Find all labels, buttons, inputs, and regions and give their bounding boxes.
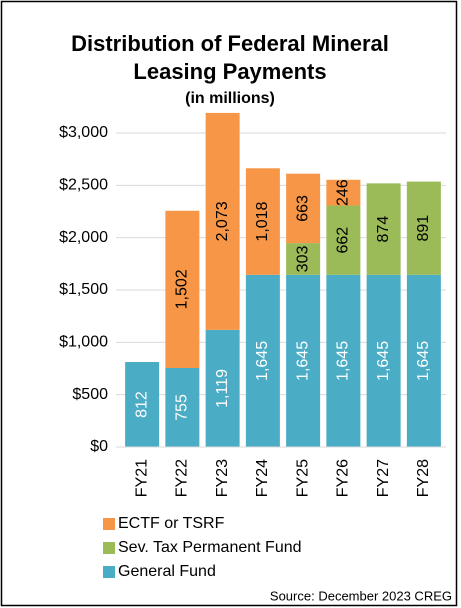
value-label: 246 bbox=[335, 179, 352, 206]
bar-segment bbox=[245, 168, 280, 275]
x-tick-label: FY22 bbox=[174, 459, 191, 497]
value-label: 1,018 bbox=[254, 201, 271, 241]
y-tick-label: $500 bbox=[72, 386, 108, 403]
y-tick-label: $0 bbox=[90, 438, 108, 455]
bar-segment bbox=[406, 274, 441, 447]
value-label: 891 bbox=[415, 215, 432, 242]
x-tick-label: FY28 bbox=[415, 459, 432, 497]
value-label: 874 bbox=[375, 216, 392, 243]
value-label: 1,645 bbox=[335, 341, 352, 381]
y-tick-label: $2,000 bbox=[59, 229, 108, 246]
bar-segment bbox=[366, 183, 401, 275]
value-label: 1,502 bbox=[174, 269, 191, 309]
value-label: 812 bbox=[133, 391, 150, 418]
legend-swatch bbox=[103, 542, 115, 554]
bar-segment bbox=[125, 362, 160, 447]
chart-title: Distribution of Federal Mineral Leasing … bbox=[71, 31, 389, 84]
value-label: 1,645 bbox=[294, 341, 311, 381]
value-label: 1,645 bbox=[254, 341, 271, 381]
value-label: 662 bbox=[335, 227, 352, 254]
y-tick-label: $1,000 bbox=[59, 334, 108, 351]
bar-segment bbox=[326, 274, 361, 447]
value-label: 2,073 bbox=[214, 201, 231, 241]
x-tick-label: FY24 bbox=[254, 459, 271, 497]
bar-segment bbox=[245, 274, 280, 447]
value-label: 663 bbox=[294, 195, 311, 222]
value-label: 1,645 bbox=[375, 341, 392, 381]
legend-swatch bbox=[103, 566, 115, 578]
bar-segment bbox=[286, 173, 321, 244]
bar-segment bbox=[205, 329, 240, 447]
y-tick-label: $2,500 bbox=[59, 177, 108, 194]
legend-label: Sev. Tax Permanent Fund bbox=[118, 539, 302, 556]
bar-segment bbox=[205, 112, 240, 330]
value-label: 1,645 bbox=[415, 341, 432, 381]
y-tick-label: $3,000 bbox=[59, 124, 108, 141]
chart-subtitle: (in millions) bbox=[185, 90, 275, 107]
bar-segment bbox=[366, 274, 401, 447]
x-tick-label: FY25 bbox=[294, 459, 311, 497]
y-tick-label: $1,500 bbox=[59, 281, 108, 298]
source-note: Source: December 2023 CREG bbox=[270, 588, 452, 603]
x-tick-label: FY26 bbox=[335, 459, 352, 497]
legend-label: ECTF or TSRF bbox=[118, 515, 225, 532]
value-label: 1,119 bbox=[214, 369, 231, 408]
bar-segment bbox=[286, 243, 321, 275]
bar-segment bbox=[165, 210, 200, 368]
x-tick-label: FY23 bbox=[214, 459, 231, 497]
bar-segment bbox=[326, 205, 361, 275]
bar-segment bbox=[286, 274, 321, 447]
bar-segment bbox=[326, 179, 361, 206]
x-tick-label: FY21 bbox=[133, 459, 150, 497]
legend-swatch bbox=[103, 518, 115, 530]
value-label: 303 bbox=[294, 246, 311, 273]
legend-label: General Fund bbox=[118, 563, 216, 580]
x-tick-label: FY27 bbox=[375, 459, 392, 497]
bar-segment bbox=[165, 367, 200, 447]
bar-segment bbox=[406, 181, 441, 275]
value-label: 755 bbox=[174, 394, 191, 421]
